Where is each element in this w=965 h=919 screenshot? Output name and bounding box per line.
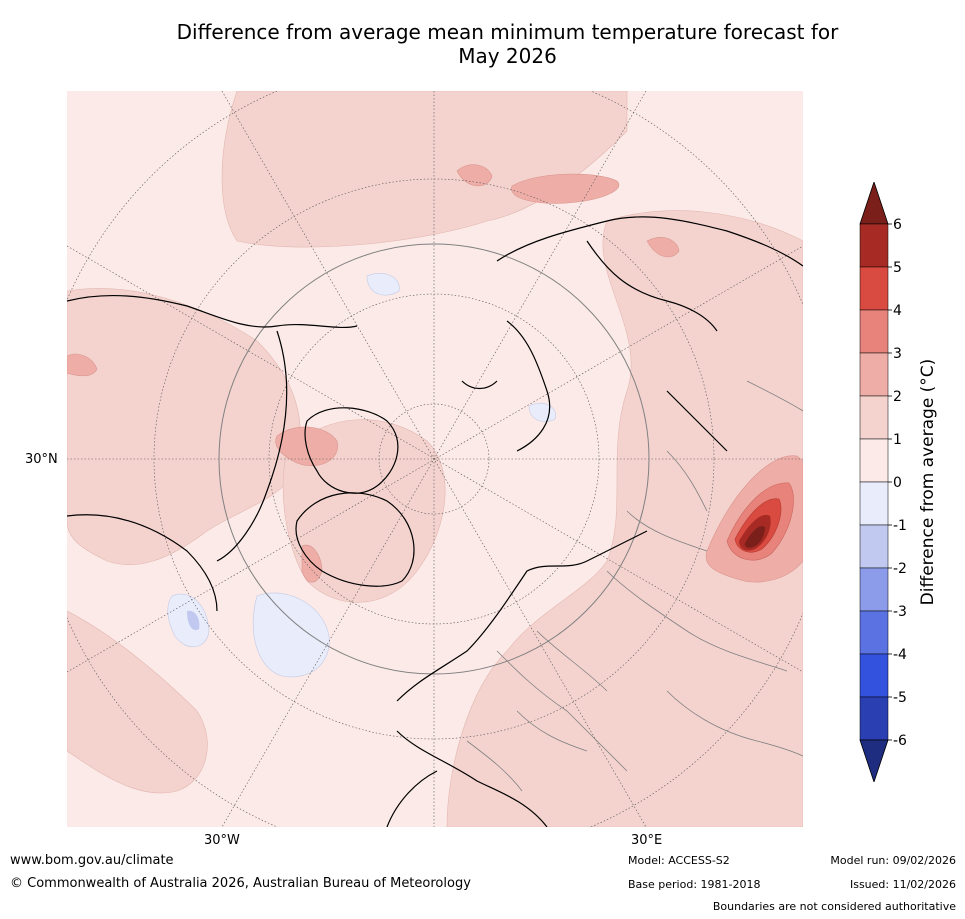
colorbar-extension-bottom (859, 739, 889, 784)
colorbar-tick-label: 0 (893, 475, 902, 491)
lon-label-30e: 30°E (631, 833, 663, 848)
anomaly-2-3-pacific-a (511, 173, 620, 204)
colorbar-bin (859, 266, 889, 311)
anomaly-neg-kara (528, 402, 556, 422)
colorbar-tick-label: 3 (893, 346, 902, 362)
colorbar-bin (859, 352, 889, 397)
colorbar-tick-label: 5 (893, 260, 902, 276)
colorbar-tick-label: -1 (893, 518, 907, 534)
boundary-circle (218, 243, 650, 675)
colorbar-bin (859, 696, 889, 741)
colorbar-tick-label: 1 (893, 432, 902, 448)
anomaly-neg-atlantic (252, 592, 330, 678)
coastlines (67, 216, 803, 827)
anomaly-1-2-america (67, 288, 301, 566)
colorbar-bin (859, 438, 889, 483)
model-text: Model: ACCESS-S2 (628, 854, 730, 867)
colorbar-tick-label: -4 (893, 647, 907, 663)
colorbar-bin (859, 309, 889, 354)
disclaimer-text: Boundaries are not considered authoritat… (712, 900, 956, 913)
copyright-text: © Commonwealth of Australia 2026, Austra… (10, 876, 471, 891)
colorbar-bin (859, 610, 889, 655)
colorbar-tick-label: -5 (893, 690, 907, 706)
anomaly-6-plus-hotspot (744, 525, 765, 548)
colorbar-bin (859, 524, 889, 569)
polar-map (67, 91, 803, 827)
base-period-text: Base period: 1981-2018 (628, 878, 761, 891)
title-line-1: Difference from average mean minimum tem… (176, 20, 839, 44)
colorbar: 6 5 4 3 2 1 0 -1 -2 -3 -4 -5 -6 (858, 180, 965, 784)
anomaly-1-2-eurasia (446, 210, 803, 827)
colorbar-bin (859, 567, 889, 612)
colorbar-tick-label: -3 (893, 604, 907, 620)
anomaly-2-3-alaska (67, 353, 98, 377)
anomaly-neg-arctic (366, 272, 400, 296)
colorbar-tick-label: 2 (893, 389, 902, 405)
anomaly-1-2-southwest (67, 610, 208, 794)
title-line-2: May 2026 (458, 44, 557, 68)
anomaly-2-3-siberia (646, 237, 680, 258)
colorbar-tick-label: -2 (893, 561, 907, 577)
colorbar-title: Difference from average (°C) (918, 358, 938, 606)
issued-text: Issued: 11/02/2026 (849, 878, 956, 891)
graticule (67, 91, 803, 827)
colorbar-bin (859, 653, 889, 698)
colorbar-svg: 6 5 4 3 2 1 0 -1 -2 -3 -4 -5 -6 (859, 180, 907, 784)
website-link[interactable]: www.bom.gov.au/climate (10, 853, 174, 868)
colorbar-tick-label: 6 (893, 217, 902, 233)
colorbar-bin (859, 481, 889, 526)
country-borders (466, 380, 803, 792)
map-svg (67, 91, 803, 827)
colorbar-bin (859, 395, 889, 440)
model-run-text: Model run: 09/02/2026 (830, 854, 956, 867)
lon-label-30w: 30°W (204, 833, 240, 848)
chart-title: Difference from average mean minimum tem… (0, 20, 965, 68)
anomaly-neg-2-pacific (187, 610, 200, 631)
lat-label-30n: 30°N (25, 452, 58, 467)
colorbar-extension-top (859, 180, 889, 225)
colorbar-tick-label: 4 (893, 303, 902, 319)
anomaly-1-2-atlantic (282, 419, 446, 603)
colorbar-bin (859, 223, 889, 268)
colorbar-tick-label: -6 (893, 733, 907, 749)
anomaly-2-3-pacific-b (456, 164, 493, 187)
